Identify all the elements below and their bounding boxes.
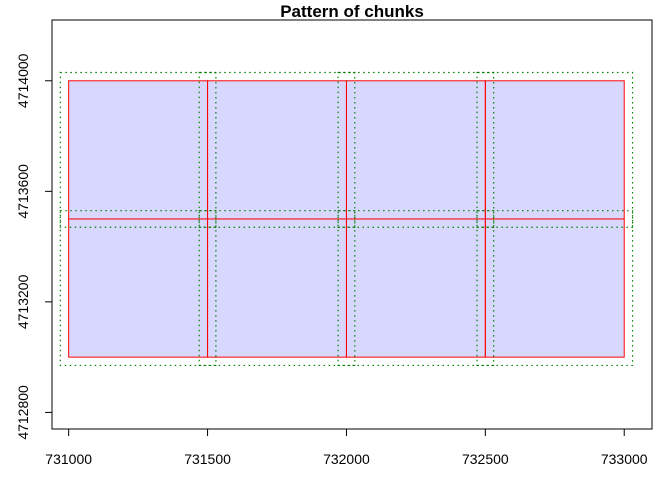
chunk-fill-3	[346, 80, 486, 219]
x-tick-label-731000: 731000	[45, 451, 92, 467]
chart-title: Pattern of chunks	[280, 2, 424, 21]
chunk-fill-6	[207, 218, 347, 358]
chunk-fill-1	[68, 80, 208, 219]
y-tick-label-4713200: 4713200	[15, 274, 31, 329]
chunk-border-8	[484, 218, 625, 358]
chunks-layer	[68, 80, 625, 358]
chunk-fill-8	[485, 218, 625, 358]
x-tick-label-732500: 732500	[462, 451, 509, 467]
x-axis: 731000 731500 732000 732500 733000	[45, 428, 648, 467]
x-tick-label-731500: 731500	[184, 451, 231, 467]
y-tick-label-4713600: 4713600	[15, 164, 31, 219]
y-tick-label-4712800: 4712800	[15, 385, 31, 440]
y-tick-label-4714000: 4714000	[15, 53, 31, 108]
y-axis: 4712800 4713200 4713600 4714000	[15, 53, 53, 440]
x-tick-label-732000: 732000	[323, 451, 370, 467]
chunk-fill-5	[68, 218, 208, 358]
chunk-fill-7	[346, 218, 486, 358]
chunk-fill-4	[485, 80, 625, 219]
x-tick-label-733000: 733000	[601, 451, 648, 467]
chunk-fill-2	[207, 80, 347, 219]
